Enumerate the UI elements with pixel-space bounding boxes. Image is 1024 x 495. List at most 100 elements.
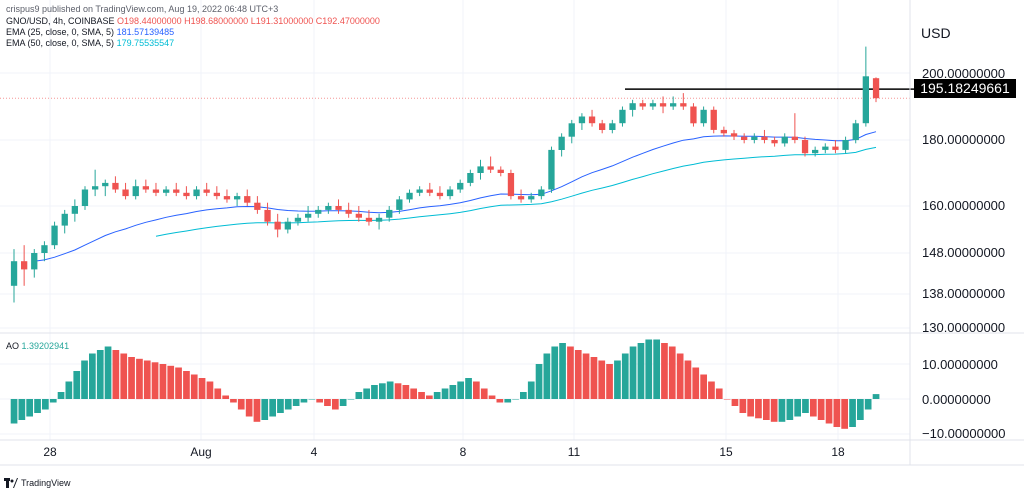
candle — [396, 196, 403, 214]
candle — [152, 182, 160, 197]
publish-note: crispus9 published on TradingView.com, A… — [6, 4, 279, 14]
candle-body — [406, 192, 413, 200]
candle — [801, 136, 809, 157]
ao-bar — [104, 346, 112, 399]
ao-bar — [73, 371, 81, 399]
candle — [507, 169, 515, 200]
candle — [568, 119, 575, 144]
ao-bar — [433, 392, 441, 399]
candle-body — [507, 173, 515, 197]
candle-body — [710, 109, 717, 130]
ao-bar — [292, 399, 300, 406]
candle — [781, 133, 788, 147]
candle — [680, 93, 687, 110]
candle-body — [457, 182, 464, 190]
candle-body — [436, 192, 444, 197]
time-tick-18: 18 — [831, 445, 845, 459]
candle-body — [629, 103, 636, 110]
candle-body — [872, 78, 880, 99]
candle — [345, 202, 352, 218]
candle-body — [619, 109, 626, 124]
candle-body — [862, 76, 869, 124]
ao-bar — [559, 343, 566, 399]
candle — [193, 186, 200, 200]
symbol-label[interactable]: GNO/USD, 4h, COINBASE — [6, 16, 115, 26]
ao-bar — [864, 399, 872, 410]
ao-bar — [57, 392, 65, 399]
candle — [173, 182, 180, 197]
ao-bar — [629, 346, 637, 399]
candle — [244, 189, 251, 206]
horizontal-line-price-tag[interactable]: 195.18249661 — [914, 79, 1016, 98]
ao-bar — [739, 399, 747, 413]
candle — [416, 186, 423, 197]
candle-body — [345, 209, 352, 214]
ao-bar — [347, 399, 355, 400]
ao-bar — [261, 399, 269, 420]
candle — [71, 199, 78, 222]
ao-bar — [324, 399, 331, 406]
candle — [386, 206, 393, 222]
candle — [832, 140, 839, 154]
ao-bar — [645, 339, 653, 399]
candle — [335, 199, 342, 214]
candle — [21, 245, 28, 286]
candle — [132, 179, 139, 200]
ao-bar — [700, 374, 707, 399]
candle-body — [659, 103, 667, 107]
candle-body — [791, 136, 798, 140]
candle — [284, 217, 291, 234]
ao-bar — [222, 395, 229, 399]
candle — [771, 136, 778, 147]
price-tick-200: 200.00000000 — [922, 66, 1006, 81]
ao-bar — [198, 378, 206, 399]
ao-bar — [778, 399, 786, 422]
candle-body — [801, 140, 809, 154]
candle-body — [274, 221, 281, 230]
ao-bar — [253, 399, 261, 422]
ema50-line — [155, 146, 877, 237]
ao-bar — [151, 362, 159, 400]
candle-body — [92, 186, 99, 190]
ema50-legend[interactable]: EMA (50, close, 0, SMA, 5) 179.75535547 — [6, 38, 174, 49]
candle — [639, 99, 646, 110]
ao-bar — [676, 353, 684, 399]
time-tick-aug: Aug — [190, 445, 212, 459]
ao-bar — [277, 399, 284, 413]
candle-body — [781, 136, 788, 144]
tradingview-brand: TradingView — [21, 478, 71, 488]
ao-tick-10: 10.00000000 — [922, 357, 998, 372]
candle-body — [305, 213, 312, 218]
ao-bar — [308, 399, 316, 400]
ao-bar — [567, 346, 574, 399]
price-tick-180: 180.00000000 — [922, 132, 1006, 147]
candle — [558, 133, 565, 157]
tradingview-footer[interactable]: TradingView — [4, 478, 71, 488]
candle-body — [852, 123, 859, 141]
candle-body — [730, 133, 738, 137]
candle-body — [558, 136, 565, 150]
candle-body — [284, 221, 291, 230]
candle-body — [680, 103, 687, 107]
price-tick-138: 138.00000000 — [922, 286, 1006, 301]
ema25-legend[interactable]: EMA (25, close, 0, SMA, 5) 181.57139485 — [6, 27, 174, 38]
candle — [457, 179, 464, 193]
candle-body — [51, 225, 58, 246]
ao-bar — [159, 364, 167, 399]
candle-body — [690, 106, 697, 124]
candle-body — [81, 189, 89, 206]
ao-bar — [708, 381, 715, 399]
candle — [619, 106, 626, 127]
ao-bar — [34, 399, 41, 413]
candle — [670, 96, 677, 110]
ao-bar — [802, 399, 809, 413]
candle — [51, 221, 58, 250]
candle — [548, 146, 555, 193]
ao-bar — [480, 388, 488, 399]
ao-legend[interactable]: AO 1.39202941 — [6, 341, 69, 351]
ao-bar — [504, 399, 512, 403]
ohlc-open: O198.44000000 — [117, 16, 182, 26]
candle — [81, 186, 89, 210]
currency-label: USD — [921, 25, 951, 41]
